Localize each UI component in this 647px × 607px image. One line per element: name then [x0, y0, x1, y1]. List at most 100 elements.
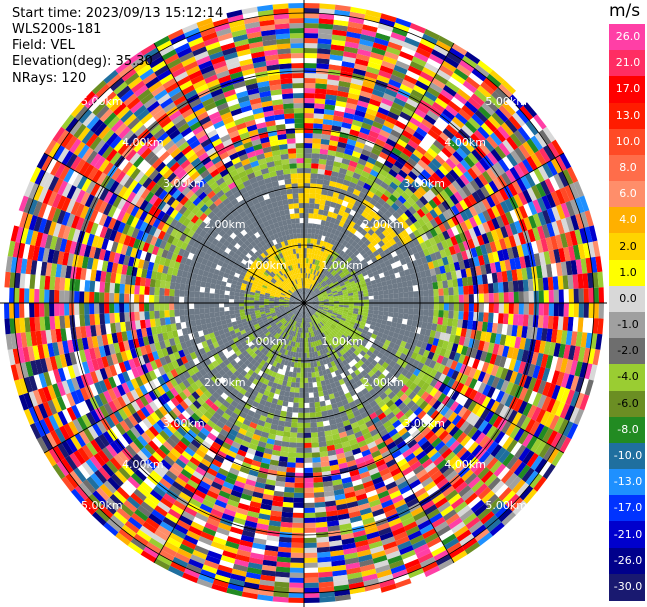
ppi-gate	[314, 249, 319, 255]
ppi-gate	[341, 61, 355, 69]
ppi-gate	[310, 258, 314, 264]
ppi-gate	[413, 189, 423, 200]
ppi-gate	[311, 442, 320, 448]
ppi-gate	[536, 265, 543, 279]
ppi-gate	[312, 387, 319, 393]
ppi-gate	[543, 145, 556, 161]
ppi-gate	[381, 266, 388, 273]
ppi-gate	[295, 382, 300, 388]
ppi-gate	[459, 84, 474, 98]
ppi-gate	[294, 487, 304, 493]
ppi-gate	[307, 295, 312, 300]
ppi-gate	[365, 178, 374, 187]
ppi-gate	[367, 242, 374, 250]
ppi-gate	[417, 186, 427, 196]
ppi-gate	[457, 188, 468, 200]
ppi-gate	[380, 181, 390, 190]
ppi-gate	[403, 161, 415, 171]
ppi-gate	[425, 230, 434, 240]
ppi-gate	[468, 303, 474, 312]
ppi-gate	[361, 122, 373, 131]
ppi-gate	[316, 421, 324, 428]
ppi-gate	[336, 254, 342, 261]
ppi-gate	[574, 197, 585, 214]
ppi-gate	[463, 196, 473, 208]
ppi-gate	[283, 496, 294, 503]
ppi-gate	[373, 116, 386, 125]
ppi-gate	[432, 259, 440, 269]
ppi-gate	[304, 13, 320, 19]
ppi-gate	[324, 104, 336, 111]
ppi-gate	[322, 241, 328, 247]
ppi-gate	[363, 225, 371, 233]
ppi-gate	[396, 138, 408, 148]
ppi-gate	[304, 43, 318, 49]
ppi-gate	[489, 241, 498, 253]
ppi-gate	[468, 285, 474, 295]
ppi-gate	[312, 462, 322, 468]
ppi-gate	[369, 169, 379, 178]
ppi-gate	[304, 48, 318, 54]
ppi-gate	[318, 395, 325, 402]
ppi-gate	[294, 387, 300, 393]
ppi-gate	[336, 90, 349, 98]
ppi-gate	[431, 49, 447, 61]
ppi-gate	[353, 275, 359, 281]
ppi-gate	[360, 187, 369, 195]
ppi-gate	[304, 53, 318, 59]
ppi-gate	[401, 318, 408, 325]
ppi-gate	[578, 303, 584, 318]
ppi-gate	[342, 117, 354, 125]
ppi-gate	[304, 193, 310, 199]
ppi-gate	[445, 172, 456, 184]
ppi-gate	[368, 98, 381, 107]
ppi-gate	[509, 209, 519, 223]
ppi-gate	[298, 397, 304, 403]
ppi-gate	[497, 249, 505, 262]
ppi-gate	[311, 372, 316, 378]
ppi-gate	[438, 223, 447, 233]
ppi-gate	[306, 294, 310, 299]
ppi-gate	[518, 218, 528, 232]
ppi-gate	[343, 195, 351, 203]
ppi-gate	[347, 275, 353, 281]
ppi-gate	[429, 218, 439, 228]
ppi-gate	[319, 287, 325, 292]
ppi-gate	[344, 148, 354, 156]
ppi-gate	[388, 303, 394, 308]
ppi-gate	[418, 122, 431, 134]
ppi-gate	[548, 250, 556, 264]
ppi-gate	[334, 203, 342, 210]
ppi-gate	[420, 233, 429, 242]
ppi-gate	[385, 173, 396, 182]
ppi-gate	[304, 58, 317, 64]
ppi-gate	[283, 395, 290, 402]
ppi-gate	[538, 290, 544, 303]
ppi-gate	[494, 145, 507, 159]
ppi-gate	[562, 169, 574, 185]
ppi-gate	[307, 296, 313, 301]
ppi-gate	[543, 251, 551, 265]
ppi-gate	[436, 116, 449, 129]
ppi-gate	[356, 252, 363, 259]
ppi-gate	[304, 258, 307, 264]
ppi-gate	[306, 352, 310, 358]
ppi-gate	[371, 283, 378, 289]
ppi-gate	[497, 125, 510, 140]
ppi-gate	[436, 135, 448, 147]
ppi-gate	[296, 372, 301, 378]
ppi-gate	[299, 382, 304, 388]
ppi-gate	[370, 93, 383, 103]
ppi-gate	[374, 160, 384, 169]
ppi-gate	[403, 297, 409, 303]
ppi-gate	[476, 274, 483, 285]
ppi-gate	[411, 260, 419, 268]
ppi-gate	[509, 94, 524, 109]
ppi-gate	[495, 227, 504, 240]
ppi-gate	[385, 198, 395, 207]
ppi-gate	[308, 278, 311, 284]
ppi-gate	[355, 141, 365, 149]
ppi-gate	[313, 203, 320, 210]
ppi-gate	[429, 228, 438, 238]
ppi-gate	[315, 224, 321, 230]
